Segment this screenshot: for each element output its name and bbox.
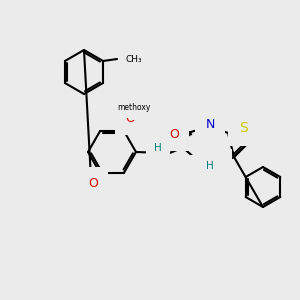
Text: H: H bbox=[206, 161, 214, 171]
Text: O: O bbox=[169, 128, 179, 140]
Text: CH₃: CH₃ bbox=[125, 55, 142, 64]
Text: N: N bbox=[205, 118, 215, 131]
Text: S: S bbox=[238, 121, 247, 135]
Text: CH₃: CH₃ bbox=[139, 104, 156, 113]
Text: O: O bbox=[88, 177, 98, 190]
Text: N: N bbox=[197, 164, 207, 178]
Text: N: N bbox=[212, 158, 222, 172]
Text: H: H bbox=[154, 143, 162, 153]
Text: O: O bbox=[125, 112, 135, 125]
Text: methoxy: methoxy bbox=[117, 103, 151, 112]
